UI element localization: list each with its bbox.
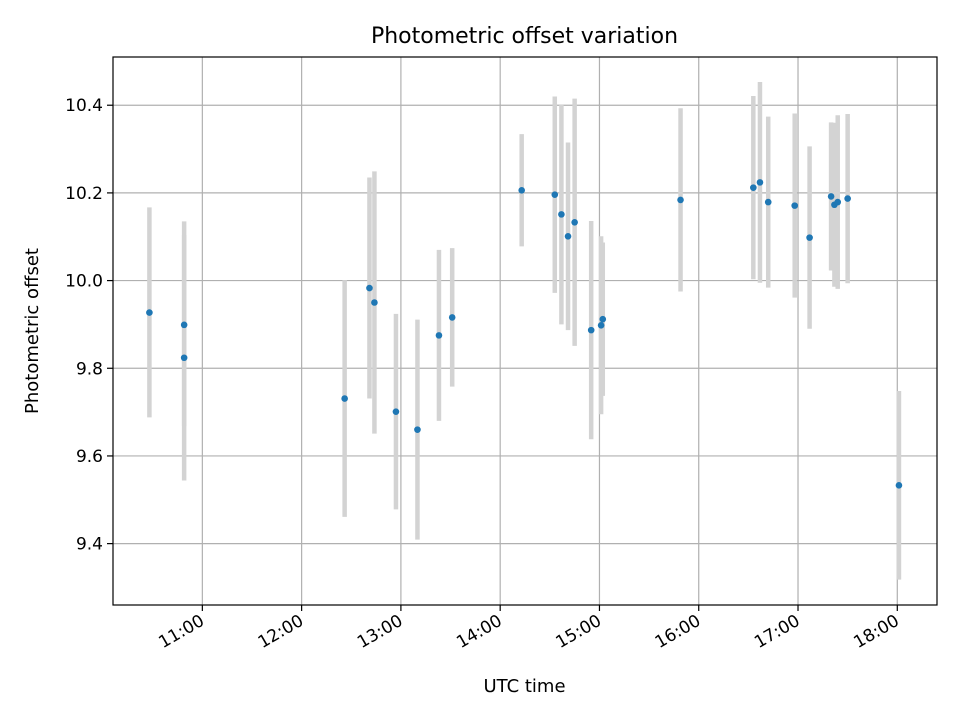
data-point <box>895 482 903 489</box>
chart-title: Photometric offset variation <box>371 24 678 49</box>
data-point <box>677 196 684 204</box>
grid <box>113 57 937 605</box>
data-points <box>146 179 903 489</box>
data-point <box>180 321 188 329</box>
data-point <box>558 211 565 218</box>
error-bars <box>147 81 902 580</box>
y-tick-label: 10.4 <box>65 96 103 116</box>
data-point <box>571 218 578 226</box>
data-point <box>180 354 188 362</box>
data-point <box>791 202 799 209</box>
data-point <box>827 193 835 200</box>
data-point <box>414 426 421 433</box>
x-tick-label: 15:00 <box>553 611 605 653</box>
data-point <box>518 186 525 194</box>
x-axis-ticks: 11:00 12:00 13:00 14:00 15:00 16:00 17:00 18:00 <box>155 605 903 653</box>
data-point <box>844 195 851 202</box>
y-tick-label: 9.6 <box>76 447 103 467</box>
y-tick-label: 10.2 <box>65 184 103 204</box>
data-point <box>392 408 400 415</box>
y-axis-label: Photometric offset <box>22 248 43 414</box>
x-tick-label: 18:00 <box>850 611 902 653</box>
data-point <box>806 234 813 241</box>
plot-frame <box>112 56 938 606</box>
data-point <box>146 309 153 316</box>
data-point <box>366 284 373 292</box>
data-point <box>551 191 559 198</box>
x-tick-label: 14:00 <box>453 611 505 653</box>
y-tick-label: 10.0 <box>65 272 103 292</box>
x-axis-label: UTC time <box>483 676 565 697</box>
data-point <box>564 233 572 240</box>
data-point <box>756 179 764 186</box>
data-point <box>750 184 757 191</box>
data-point <box>587 326 595 334</box>
x-tick-label: 11:00 <box>155 611 207 653</box>
x-tick-label: 17:00 <box>751 611 803 653</box>
data-point <box>597 322 605 329</box>
data-point <box>341 395 348 402</box>
x-tick-label: 13:00 <box>354 611 406 653</box>
data-point <box>834 198 842 206</box>
data-point <box>435 332 443 339</box>
data-point <box>599 315 607 323</box>
y-tick-label: 9.4 <box>76 535 103 555</box>
y-axis-ticks: 9.4 9.6 9.8 10.0 10.2 10.4 <box>65 96 113 555</box>
x-tick-label: 16:00 <box>652 611 704 653</box>
data-point <box>371 299 378 306</box>
data-point <box>764 198 772 206</box>
data-point <box>448 314 456 321</box>
x-tick-label: 12:00 <box>255 611 307 653</box>
y-tick-label: 9.8 <box>76 359 103 379</box>
